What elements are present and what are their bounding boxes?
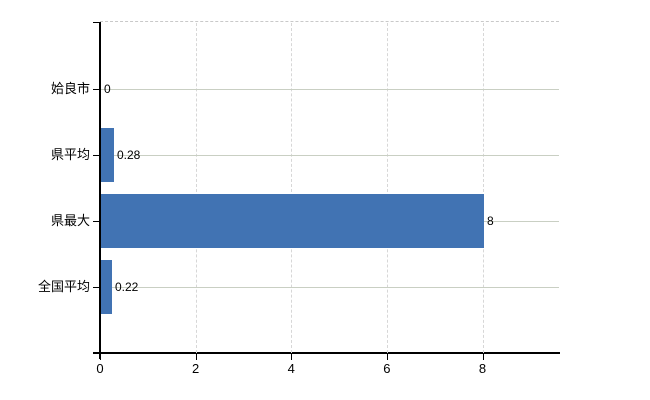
- x-tick-label: 6: [383, 361, 391, 376]
- vertical-gridline: [195, 23, 197, 353]
- data-label: 8: [487, 214, 494, 228]
- x-tick-label: 4: [287, 361, 295, 376]
- plot-top-border: [100, 21, 559, 22]
- category-label: 全国平均: [37, 279, 90, 294]
- x-axis-tick: [482, 354, 484, 360]
- data-label: 0: [104, 82, 111, 96]
- x-axis-line: [93, 352, 560, 354]
- y-axis-line: [99, 22, 101, 359]
- x-axis-tick: [386, 354, 388, 360]
- vertical-gridline: [482, 23, 484, 353]
- x-tick-label: 2: [192, 361, 200, 376]
- horizontal-gridline: [101, 155, 559, 156]
- vertical-gridline: [386, 23, 388, 353]
- bar: [101, 260, 112, 314]
- y-axis-tick: [93, 287, 100, 288]
- y-axis-tick: [93, 155, 100, 156]
- category-label: 県最大: [50, 213, 90, 228]
- horizontal-gridline: [101, 89, 559, 90]
- category-label: 県平均: [50, 147, 90, 162]
- data-label: 0.28: [117, 148, 141, 162]
- data-label: 0.22: [115, 280, 139, 294]
- bar: [101, 194, 484, 248]
- x-tick-label: 8: [478, 361, 487, 376]
- y-axis-end-tick: [93, 22, 100, 23]
- bar: [101, 128, 114, 182]
- y-axis-tick: [93, 221, 100, 222]
- x-tick-label: 0: [96, 361, 104, 376]
- x-axis-tick: [291, 354, 293, 360]
- x-axis-tick: [100, 354, 101, 360]
- vertical-gridline: [291, 23, 293, 353]
- category-label: 姶良市: [50, 81, 90, 96]
- y-axis-tick: [93, 89, 100, 90]
- horizontal-gridline: [101, 287, 559, 288]
- x-axis-tick: [195, 354, 197, 360]
